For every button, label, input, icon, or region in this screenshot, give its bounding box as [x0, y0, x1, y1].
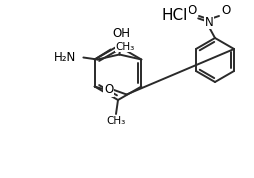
Text: OH: OH — [112, 27, 130, 40]
Text: N: N — [204, 15, 213, 28]
Text: O: O — [187, 4, 196, 17]
Text: O: O — [104, 83, 113, 96]
Text: O: O — [220, 4, 230, 17]
Text: H₂N: H₂N — [54, 51, 76, 64]
Text: CH₃: CH₃ — [115, 41, 134, 51]
Text: CH₃: CH₃ — [106, 116, 125, 126]
Text: HCl: HCl — [161, 9, 187, 23]
